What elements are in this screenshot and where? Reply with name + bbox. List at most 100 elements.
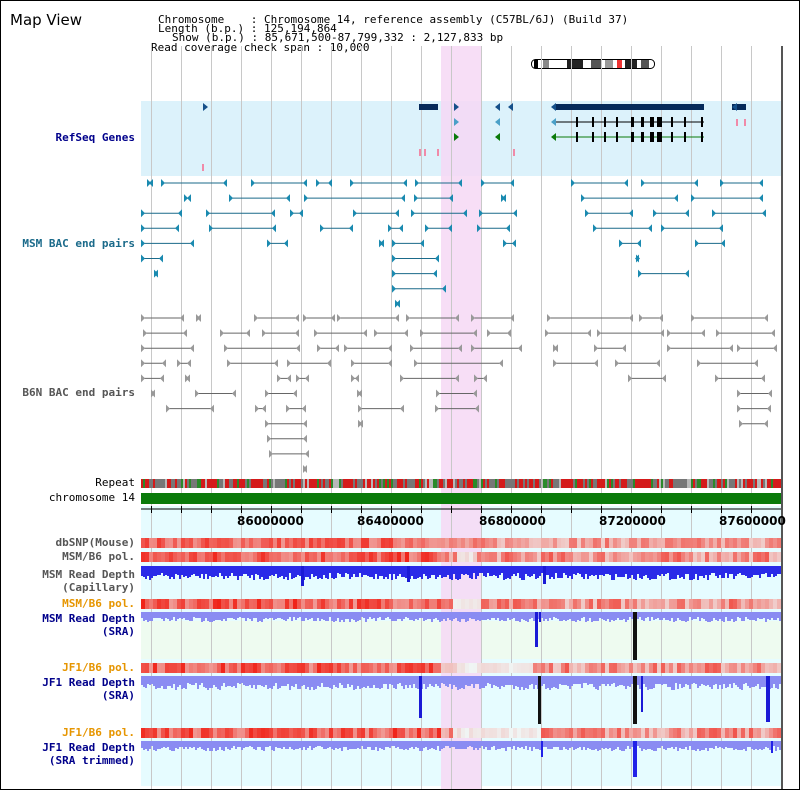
bac-end-marker [159, 254, 163, 263]
bac-end-marker [286, 404, 290, 413]
bac-end-marker [619, 239, 623, 248]
track-label-dbsnp[interactable]: dbSNP(Mouse) [55, 536, 135, 549]
bac-end-marker [715, 374, 719, 383]
bac-end-marker [255, 404, 259, 413]
bac-end-marker [141, 239, 145, 248]
track-label-jf1-depth-trim-sub: (SRA trimmed) [48, 754, 135, 767]
info-length: Length (b.p.) : 125,194,864 [158, 22, 337, 35]
chromosome-ideogram[interactable] [531, 54, 655, 69]
bac-end-marker [759, 179, 763, 187]
bac-end-marker [615, 359, 619, 368]
bac-end-marker [388, 224, 392, 233]
track-label-jf1-depth-trim[interactable]: JF1 Read Depth [42, 741, 135, 754]
bac-end-marker [628, 374, 632, 383]
bac-end-marker [227, 359, 231, 368]
bac-end-marker [659, 314, 663, 322]
bac-end-marker [195, 389, 199, 398]
track-label-msm-b6-pol[interactable]: MSM/B6 pol. [62, 550, 135, 563]
chromosome-bar[interactable] [141, 493, 781, 504]
track-label-msm-bac[interactable]: MSM BAC end pairs [22, 237, 135, 250]
bac-end-marker [351, 374, 355, 383]
bac-end-marker [662, 374, 666, 383]
track-label-msm-b6-pol-sra[interactable]: MSM/B6 pol. [62, 597, 135, 610]
bac-end-marker [638, 269, 642, 278]
bac-end-marker [162, 359, 166, 368]
bac-end-marker [141, 344, 145, 353]
bac-end-marker [587, 329, 591, 338]
bac-end-marker [286, 194, 290, 203]
bac-end-marker [246, 329, 250, 338]
bac-end-marker [304, 194, 308, 203]
track-label-repeat[interactable]: Repeat [95, 476, 135, 489]
axis-tick-86400000: 86400000 [357, 514, 424, 528]
bac-end-marker [186, 374, 190, 383]
bac-end-marker [337, 314, 341, 322]
bac-end-marker [685, 269, 689, 278]
read-depth-tracks[interactable] [141, 566, 781, 777]
bac-end-marker [477, 224, 481, 233]
bac-end-marker [287, 374, 291, 383]
bac-end-marker [764, 419, 768, 428]
bac-end-marker [773, 344, 777, 353]
refseq-genes[interactable] [202, 103, 746, 171]
bac-end-marker [691, 314, 695, 322]
bac-end-marker [449, 194, 453, 203]
right-edge-bar [781, 46, 783, 789]
repeat-track[interactable] [141, 479, 781, 488]
axis-tick-86000000: 86000000 [237, 514, 304, 528]
bac-end-marker [474, 374, 478, 383]
bac-end-marker [487, 329, 491, 338]
bac-end-marker [254, 314, 258, 322]
bac-end-marker [358, 404, 362, 413]
bac-end-marker [629, 209, 633, 218]
bac-end-marker [593, 224, 597, 233]
bac-end-marker [141, 254, 145, 263]
bac-end-marker [190, 344, 194, 353]
bac-end-marker [303, 465, 307, 473]
bac-end-marker [353, 209, 357, 218]
b6n-bac-pairs[interactable] [141, 314, 777, 473]
track-label-msm-depth-cap[interactable]: MSM Read Depth [42, 568, 135, 581]
bac-end-marker [410, 344, 414, 353]
bac-end-marker [295, 329, 299, 338]
track-label-msm-depth-sra[interactable]: MSM Read Depth [42, 612, 135, 625]
bac-end-marker [719, 224, 723, 233]
bac-end-marker [400, 374, 404, 383]
bac-end-marker [178, 209, 182, 218]
bac-end-marker [691, 194, 695, 203]
track-label-b6n-bac[interactable]: B6N BAC end pairs [22, 386, 135, 399]
bac-end-marker [388, 344, 392, 353]
bac-end-marker [414, 359, 418, 368]
bac-end-marker [149, 179, 153, 187]
bac-end-marker [271, 209, 275, 218]
bac-end-marker [594, 344, 598, 353]
bac-end-marker [435, 404, 439, 413]
track-label-jf1-b6-pol[interactable]: JF1/B6 pol. [62, 661, 135, 674]
bac-end-marker [768, 389, 772, 398]
position-axis [141, 506, 781, 513]
bac-end-marker [433, 269, 437, 278]
bac-end-marker [637, 239, 641, 248]
bac-end-marker [479, 209, 483, 218]
bac-end-marker [224, 344, 228, 353]
bac-end-marker [503, 239, 507, 248]
bac-end-marker [335, 344, 339, 353]
polymorphism-heatmaps[interactable] [141, 538, 781, 738]
bac-end-marker [295, 314, 299, 322]
bac-end-marker [262, 404, 266, 413]
track-label-jf1-depth[interactable]: JF1 Read Depth [42, 676, 135, 689]
track-label-refseq[interactable]: RefSeq Genes [55, 131, 135, 144]
track-label-jf1-b6-pol-2[interactable]: JF1/B6 pol. [62, 726, 135, 739]
bac-end-marker [316, 179, 320, 187]
bac-end-marker [265, 419, 269, 428]
track-label-chromosome: chromosome 14 [48, 491, 135, 504]
info-chromosome: Chromosome : Chromosome 14, reference as… [158, 13, 629, 26]
bac-end-marker [190, 239, 194, 248]
bac-end-marker [388, 359, 392, 368]
bac-end-marker [641, 179, 645, 187]
msm-bac-pairs[interactable] [141, 179, 766, 308]
bac-end-marker [328, 179, 332, 187]
bac-end-marker [400, 404, 404, 413]
bac-end-marker [299, 209, 303, 218]
